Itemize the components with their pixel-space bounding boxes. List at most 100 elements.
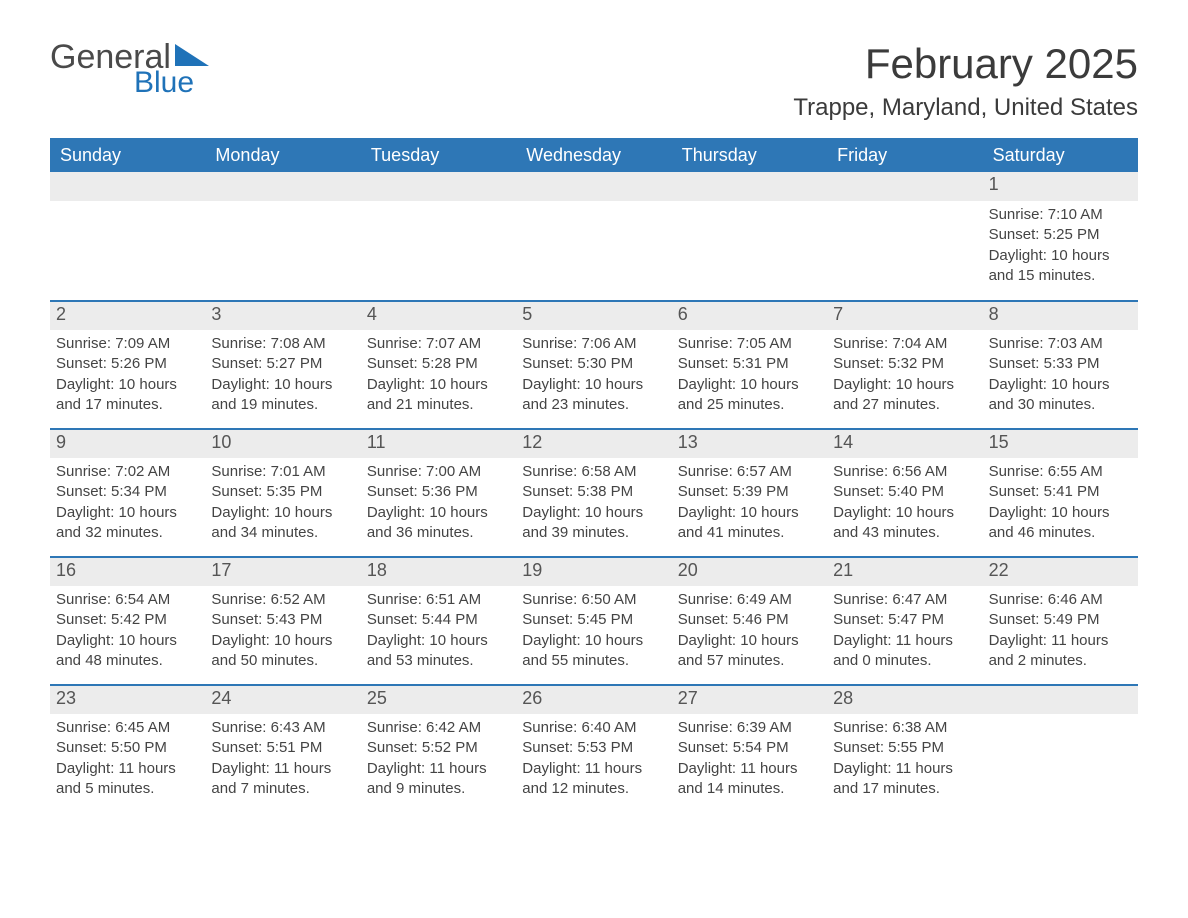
day-number: 12 [516,430,671,458]
day-number [516,172,671,201]
sunrise-line: Sunrise: 6:58 AM [522,462,665,482]
sunrise-line: Sunrise: 6:38 AM [833,718,976,738]
day-number: 11 [361,430,516,458]
daylight-line: Daylight: 10 hours and 19 minutes. [211,375,354,416]
daylight-line: Daylight: 10 hours and 53 minutes. [367,631,510,672]
daylight-line: Daylight: 11 hours and 5 minutes. [56,759,199,800]
day-number: 14 [827,430,982,458]
day-number: 20 [672,558,827,586]
day-cell: Sunrise: 6:54 AMSunset: 5:42 PMDaylight:… [50,586,205,684]
day-cell: Sunrise: 7:03 AMSunset: 5:33 PMDaylight:… [983,330,1138,428]
day-number: 25 [361,686,516,714]
daylight-line: Daylight: 11 hours and 9 minutes. [367,759,510,800]
daylight-line: Daylight: 10 hours and 25 minutes. [678,375,821,416]
sunrise-line: Sunrise: 6:55 AM [989,462,1132,482]
daylight-line: Daylight: 11 hours and 0 minutes. [833,631,976,672]
day-number: 13 [672,430,827,458]
sunset-line: Sunset: 5:36 PM [367,482,510,502]
sunset-line: Sunset: 5:44 PM [367,610,510,630]
location-label: Trappe, Maryland, United States [793,94,1138,122]
day-number: 4 [361,302,516,330]
daylight-line: Daylight: 10 hours and 15 minutes. [989,246,1132,287]
weekday-header: Tuesday [361,139,516,172]
sunrise-line: Sunrise: 6:52 AM [211,590,354,610]
day-number: 18 [361,558,516,586]
day-number: 22 [983,558,1138,586]
day-cell [672,201,827,300]
day-cell [205,201,360,300]
day-cell: Sunrise: 6:47 AMSunset: 5:47 PMDaylight:… [827,586,982,684]
day-cell: Sunrise: 7:09 AMSunset: 5:26 PMDaylight:… [50,330,205,428]
sunrise-line: Sunrise: 6:43 AM [211,718,354,738]
day-cell [50,201,205,300]
sunrise-line: Sunrise: 6:50 AM [522,590,665,610]
logo: General Blue [50,40,209,98]
day-cell: Sunrise: 6:45 AMSunset: 5:50 PMDaylight:… [50,714,205,812]
daylight-line: Daylight: 10 hours and 36 minutes. [367,503,510,544]
sunrise-line: Sunrise: 7:02 AM [56,462,199,482]
day-number: 10 [205,430,360,458]
day-cell: Sunrise: 7:10 AMSunset: 5:25 PMDaylight:… [983,201,1138,300]
day-number-row: 2345678 [50,302,1138,330]
sunset-line: Sunset: 5:53 PM [522,738,665,758]
sunrise-line: Sunrise: 6:40 AM [522,718,665,738]
sunset-line: Sunset: 5:47 PM [833,610,976,630]
daylight-line: Daylight: 10 hours and 30 minutes. [989,375,1132,416]
day-cell: Sunrise: 7:06 AMSunset: 5:30 PMDaylight:… [516,330,671,428]
day-cell: Sunrise: 7:04 AMSunset: 5:32 PMDaylight:… [827,330,982,428]
day-cell: Sunrise: 7:02 AMSunset: 5:34 PMDaylight:… [50,458,205,556]
daylight-line: Daylight: 10 hours and 57 minutes. [678,631,821,672]
day-cell: Sunrise: 6:49 AMSunset: 5:46 PMDaylight:… [672,586,827,684]
sunrise-line: Sunrise: 6:51 AM [367,590,510,610]
sunrise-line: Sunrise: 7:01 AM [211,462,354,482]
day-cell: Sunrise: 6:38 AMSunset: 5:55 PMDaylight:… [827,714,982,812]
calendar-week: 1Sunrise: 7:10 AMSunset: 5:25 PMDaylight… [50,172,1138,300]
day-number-row: 9101112131415 [50,430,1138,458]
sunrise-line: Sunrise: 7:10 AM [989,205,1132,225]
sunset-line: Sunset: 5:35 PM [211,482,354,502]
sunrise-line: Sunrise: 7:06 AM [522,334,665,354]
sunrise-line: Sunrise: 6:57 AM [678,462,821,482]
day-cell: Sunrise: 6:46 AMSunset: 5:49 PMDaylight:… [983,586,1138,684]
daylight-line: Daylight: 10 hours and 55 minutes. [522,631,665,672]
sunset-line: Sunset: 5:27 PM [211,354,354,374]
day-cell: Sunrise: 7:00 AMSunset: 5:36 PMDaylight:… [361,458,516,556]
day-number: 23 [50,686,205,714]
day-cell [361,201,516,300]
sunset-line: Sunset: 5:34 PM [56,482,199,502]
day-cell [983,714,1138,812]
sunrise-line: Sunrise: 7:00 AM [367,462,510,482]
day-cell [827,201,982,300]
daylight-line: Daylight: 11 hours and 7 minutes. [211,759,354,800]
calendar-week: 16171819202122Sunrise: 6:54 AMSunset: 5:… [50,556,1138,684]
daylight-line: Daylight: 11 hours and 2 minutes. [989,631,1132,672]
daylight-line: Daylight: 10 hours and 39 minutes. [522,503,665,544]
day-cell: Sunrise: 6:57 AMSunset: 5:39 PMDaylight:… [672,458,827,556]
sunrise-line: Sunrise: 6:42 AM [367,718,510,738]
sunset-line: Sunset: 5:52 PM [367,738,510,758]
day-number: 15 [983,430,1138,458]
day-cell: Sunrise: 6:43 AMSunset: 5:51 PMDaylight:… [205,714,360,812]
sunrise-line: Sunrise: 7:09 AM [56,334,199,354]
daylight-line: Daylight: 10 hours and 32 minutes. [56,503,199,544]
weekday-header: Sunday [50,139,205,172]
sunset-line: Sunset: 5:51 PM [211,738,354,758]
sunset-line: Sunset: 5:26 PM [56,354,199,374]
sunset-line: Sunset: 5:55 PM [833,738,976,758]
day-number: 28 [827,686,982,714]
daylight-line: Daylight: 11 hours and 12 minutes. [522,759,665,800]
day-number: 24 [205,686,360,714]
calendar: SundayMondayTuesdayWednesdayThursdayFrid… [50,138,1138,812]
sunset-line: Sunset: 5:43 PM [211,610,354,630]
day-number-row: 16171819202122 [50,558,1138,586]
day-cell: Sunrise: 6:52 AMSunset: 5:43 PMDaylight:… [205,586,360,684]
daylight-line: Daylight: 10 hours and 17 minutes. [56,375,199,416]
day-number: 9 [50,430,205,458]
daylight-line: Daylight: 10 hours and 50 minutes. [211,631,354,672]
daylight-line: Daylight: 10 hours and 41 minutes. [678,503,821,544]
sunset-line: Sunset: 5:45 PM [522,610,665,630]
day-cell: Sunrise: 6:56 AMSunset: 5:40 PMDaylight:… [827,458,982,556]
sunset-line: Sunset: 5:33 PM [989,354,1132,374]
day-number: 21 [827,558,982,586]
daylight-line: Daylight: 10 hours and 43 minutes. [833,503,976,544]
